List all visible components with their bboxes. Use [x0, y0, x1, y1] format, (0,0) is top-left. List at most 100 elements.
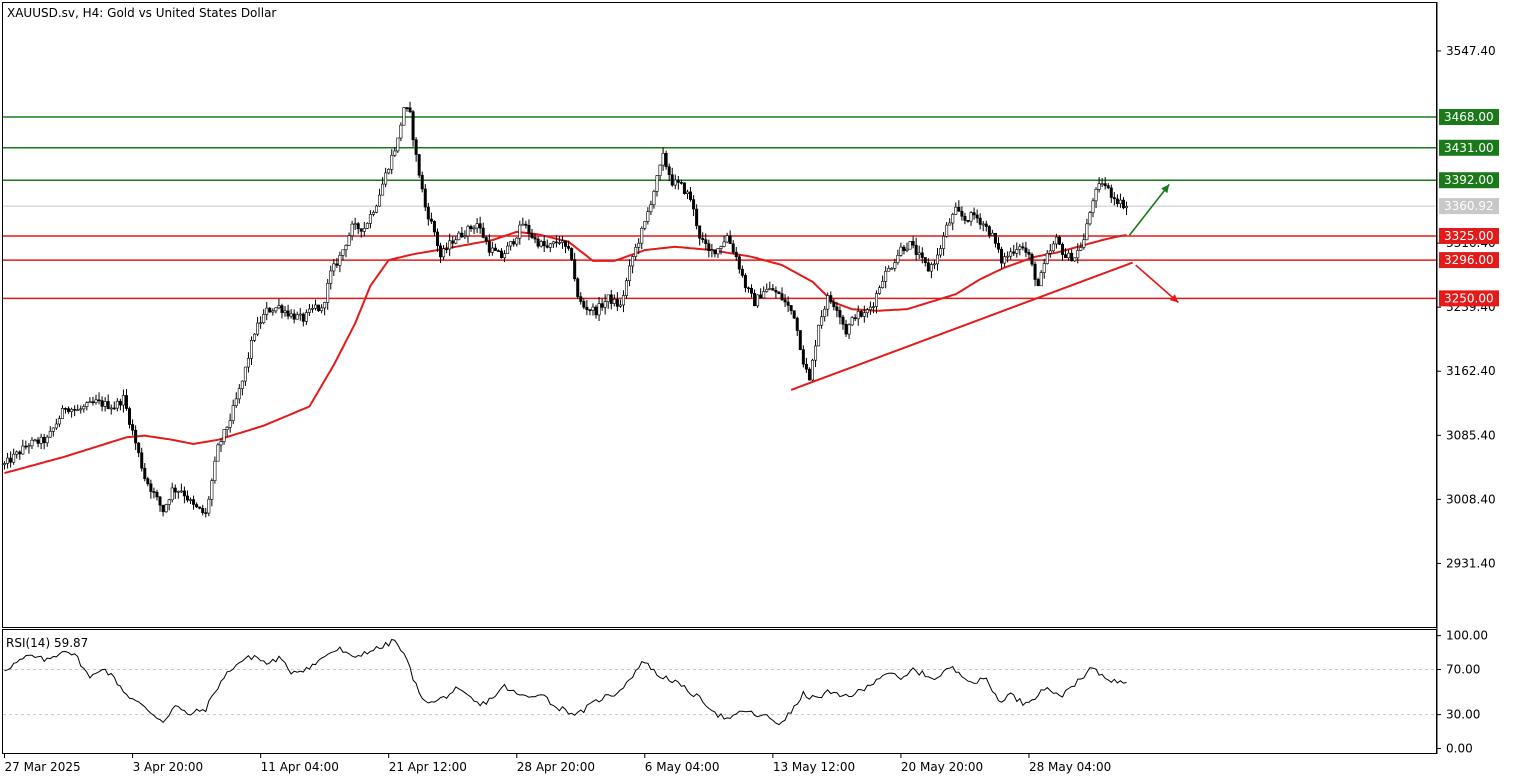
candle-body	[948, 222, 952, 226]
candle-body	[1003, 256, 1007, 264]
candle-body	[847, 324, 851, 335]
rsi-line	[4, 638, 1127, 726]
candle-body	[1091, 200, 1095, 213]
bearish-arrow-shaft	[1135, 264, 1179, 304]
rsi-pane-frame	[2, 629, 1437, 754]
candle-body	[692, 199, 696, 210]
candle-body	[939, 248, 943, 256]
candle-body	[850, 317, 854, 326]
candle-body	[978, 217, 982, 225]
candle-body	[1082, 239, 1086, 248]
candle-body	[457, 232, 461, 241]
candle-body	[18, 451, 22, 455]
candle-body	[332, 263, 336, 272]
candle-body	[307, 308, 311, 313]
candle-body	[969, 212, 973, 222]
candle-body	[655, 175, 659, 192]
candle-body	[695, 208, 699, 227]
candle-body	[1057, 236, 1061, 245]
candle-body	[448, 240, 452, 250]
candle-body	[1042, 263, 1046, 273]
candle-body	[27, 445, 31, 448]
candle-body	[1106, 185, 1110, 189]
candle-body	[652, 191, 656, 206]
candle-body	[463, 235, 467, 238]
candle-body	[387, 168, 391, 174]
candle-body	[560, 240, 564, 243]
level-tag-label: 3250.00	[1444, 291, 1494, 305]
level-tags: 3360.92 3468.00 3431.00 3392.00 3325.00 3296.…	[1439, 108, 1499, 307]
candle-body	[618, 304, 622, 307]
candle-body	[865, 309, 869, 314]
candle-body	[722, 241, 726, 247]
candle-body	[506, 245, 510, 254]
candle-body	[625, 280, 629, 296]
candle-body	[359, 228, 363, 232]
candle-body	[862, 312, 866, 317]
trend-annotations	[790, 183, 1179, 391]
candle-body	[1088, 212, 1092, 225]
candle-body	[374, 205, 378, 213]
candle-body	[298, 313, 302, 316]
rsi-tick-label: 100.00	[1446, 629, 1488, 643]
candle-body	[582, 301, 586, 308]
candle-body	[1115, 198, 1119, 204]
candle-body	[814, 345, 818, 361]
candle-body	[1125, 206, 1129, 209]
candle-body	[85, 402, 89, 407]
candle-body	[1048, 250, 1052, 254]
candle-body	[164, 504, 168, 513]
candle-body	[734, 251, 738, 258]
candle-body	[70, 408, 74, 412]
candle-body	[161, 504, 165, 513]
candle-body	[274, 307, 278, 312]
candle-body	[716, 248, 720, 255]
candle-body	[768, 288, 772, 290]
candle-body	[1100, 183, 1104, 185]
candle-body	[271, 310, 275, 313]
candle-body	[868, 306, 872, 310]
candle-body	[1030, 254, 1034, 265]
candle-body	[704, 239, 708, 244]
candle-body	[280, 305, 284, 313]
candle-body	[685, 191, 689, 194]
candle-body	[905, 248, 909, 251]
candle-body	[893, 262, 897, 269]
candle-body	[820, 316, 824, 326]
candle-body	[945, 224, 949, 237]
support-trendline	[790, 261, 1133, 391]
time-tick-label: 21 Apr 12:00	[389, 760, 467, 774]
candle-body	[1118, 199, 1122, 204]
candle-body	[45, 436, 49, 444]
candle-body	[585, 306, 589, 311]
candle-body	[33, 439, 37, 442]
rsi-tick-label: 0.00	[1446, 741, 1473, 755]
candle-body	[1103, 183, 1107, 187]
candle-body	[67, 408, 71, 412]
candle-body	[249, 340, 253, 359]
candle-body	[442, 248, 446, 258]
time-tick-label: 20 May 20:00	[901, 760, 983, 774]
candle-body	[512, 241, 516, 245]
candle-body	[289, 313, 293, 317]
candle-body	[475, 223, 479, 229]
candle-body	[36, 439, 40, 444]
candle-body	[73, 408, 77, 411]
candle-body	[783, 299, 787, 303]
candle-body	[524, 223, 528, 226]
candle-body	[323, 302, 327, 309]
candle-body	[231, 405, 235, 422]
candle-body	[207, 499, 211, 514]
candle-body	[399, 124, 403, 139]
candle-body	[167, 499, 171, 505]
candle-body	[515, 237, 519, 245]
candle-body	[728, 235, 732, 245]
candle-body	[54, 423, 58, 429]
candle-body	[923, 257, 927, 263]
candle-body	[353, 223, 357, 225]
candle-body	[256, 322, 260, 335]
candle-body	[640, 228, 644, 244]
candle-body	[1027, 252, 1031, 255]
candle-body	[609, 294, 613, 304]
